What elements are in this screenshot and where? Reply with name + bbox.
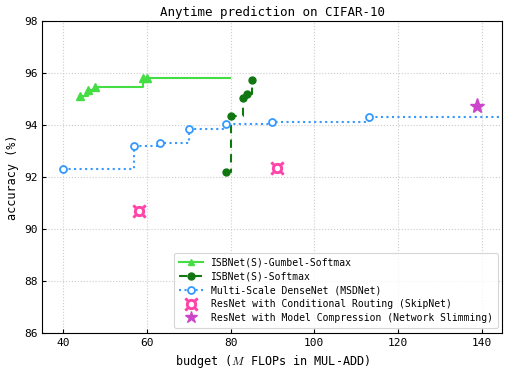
Title: Anytime prediction on CIFAR-10: Anytime prediction on CIFAR-10 bbox=[160, 6, 385, 18]
X-axis label: budget ($M$ FLOPs in MUL-ADD): budget ($M$ FLOPs in MUL-ADD) bbox=[175, 353, 370, 370]
Y-axis label: accuracy (%): accuracy (%) bbox=[6, 134, 19, 220]
Legend: ISBNet(S)-Gumbel-Softmax, ISBNet(S)-Softmax, Multi-Scale DenseNet (MSDNet), ResN: ISBNet(S)-Gumbel-Softmax, ISBNet(S)-Soft… bbox=[174, 253, 497, 328]
